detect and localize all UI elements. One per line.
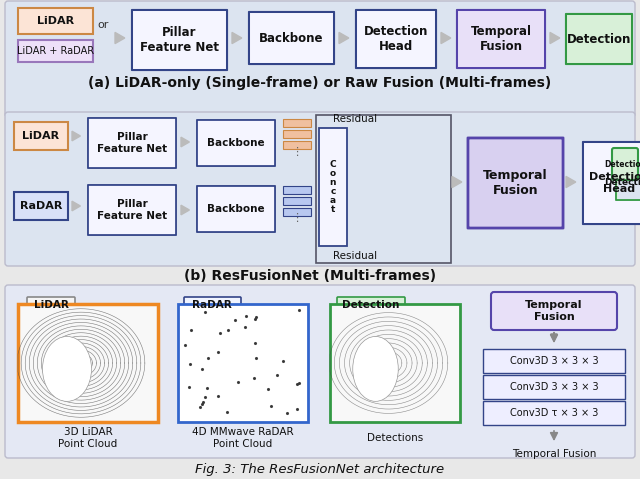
FancyBboxPatch shape xyxy=(178,304,308,422)
FancyBboxPatch shape xyxy=(283,130,311,138)
Text: ⋮: ⋮ xyxy=(291,147,303,157)
Text: Detection: Detection xyxy=(567,33,631,46)
Text: Temporal
Fusion: Temporal Fusion xyxy=(470,25,531,53)
FancyBboxPatch shape xyxy=(356,10,436,68)
Text: RaDAR: RaDAR xyxy=(20,201,62,211)
FancyBboxPatch shape xyxy=(5,285,635,458)
Text: Pillar
Feature Net: Pillar Feature Net xyxy=(97,199,167,221)
FancyBboxPatch shape xyxy=(14,192,68,220)
FancyBboxPatch shape xyxy=(132,10,227,70)
FancyBboxPatch shape xyxy=(283,119,311,127)
Text: ⋮: ⋮ xyxy=(291,213,303,223)
Text: Temporal
Fusion: Temporal Fusion xyxy=(525,300,583,322)
FancyBboxPatch shape xyxy=(88,118,176,168)
Text: Residual: Residual xyxy=(333,251,377,261)
FancyBboxPatch shape xyxy=(483,375,625,399)
FancyBboxPatch shape xyxy=(483,401,625,425)
Polygon shape xyxy=(115,33,125,44)
Text: Fig. 3: The ResFusionNet architecture: Fig. 3: The ResFusionNet architecture xyxy=(195,464,445,477)
FancyBboxPatch shape xyxy=(27,297,75,313)
FancyBboxPatch shape xyxy=(319,128,347,246)
Text: Detection: Detection xyxy=(342,300,400,310)
Polygon shape xyxy=(181,205,189,215)
Polygon shape xyxy=(181,137,189,147)
Text: 4D MMwave RaDAR
Point Cloud: 4D MMwave RaDAR Point Cloud xyxy=(192,427,294,449)
Text: LiDAR: LiDAR xyxy=(37,16,74,26)
FancyBboxPatch shape xyxy=(283,186,311,194)
FancyBboxPatch shape xyxy=(457,10,545,68)
Text: Conv3D τ × 3 × 3: Conv3D τ × 3 × 3 xyxy=(510,408,598,418)
Text: LiDAR: LiDAR xyxy=(33,300,68,310)
Text: 3D LiDAR
Point Cloud: 3D LiDAR Point Cloud xyxy=(58,427,118,449)
FancyBboxPatch shape xyxy=(14,122,68,150)
FancyBboxPatch shape xyxy=(616,164,640,200)
Polygon shape xyxy=(339,33,349,44)
FancyBboxPatch shape xyxy=(184,297,241,313)
FancyBboxPatch shape xyxy=(18,8,93,34)
Polygon shape xyxy=(72,131,81,141)
FancyBboxPatch shape xyxy=(618,165,640,199)
FancyBboxPatch shape xyxy=(330,304,460,422)
FancyBboxPatch shape xyxy=(283,141,311,149)
FancyBboxPatch shape xyxy=(566,14,632,64)
Text: Temporal
Fusion: Temporal Fusion xyxy=(483,169,548,197)
Text: C
o
n
c
a
t: C o n c a t xyxy=(330,160,336,214)
FancyBboxPatch shape xyxy=(483,349,625,373)
Text: Detection: Detection xyxy=(604,178,640,186)
Ellipse shape xyxy=(42,336,92,401)
Text: Detection
Head: Detection Head xyxy=(589,172,640,194)
Text: LiDAR: LiDAR xyxy=(22,131,60,141)
FancyBboxPatch shape xyxy=(18,40,93,62)
Text: (b) ResFusionNet (Multi-frames): (b) ResFusionNet (Multi-frames) xyxy=(184,269,436,283)
Text: Detection
Head: Detection Head xyxy=(364,25,428,53)
Ellipse shape xyxy=(353,336,398,401)
FancyBboxPatch shape xyxy=(18,304,158,422)
Text: LiDAR + RaDAR: LiDAR + RaDAR xyxy=(17,46,94,56)
Polygon shape xyxy=(566,176,576,188)
Text: Conv3D 3 × 3 × 3: Conv3D 3 × 3 × 3 xyxy=(509,382,598,392)
Polygon shape xyxy=(72,201,81,211)
Text: Temporal Fusion: Temporal Fusion xyxy=(512,449,596,459)
Polygon shape xyxy=(232,33,242,44)
Text: Backbone: Backbone xyxy=(207,138,265,148)
Text: Detections: Detections xyxy=(367,433,423,443)
FancyBboxPatch shape xyxy=(88,185,176,235)
FancyBboxPatch shape xyxy=(197,120,275,166)
FancyBboxPatch shape xyxy=(612,148,638,180)
Polygon shape xyxy=(441,33,451,44)
FancyBboxPatch shape xyxy=(283,197,311,205)
Text: Residual: Residual xyxy=(333,114,377,124)
Text: (a) LiDAR-only (Single-frame) or Raw Fusion (Multi-frames): (a) LiDAR-only (Single-frame) or Raw Fus… xyxy=(88,76,552,90)
Text: Pillar
Feature Net: Pillar Feature Net xyxy=(140,26,219,54)
Text: Detection: Detection xyxy=(604,160,640,169)
FancyBboxPatch shape xyxy=(337,297,405,313)
FancyBboxPatch shape xyxy=(583,142,640,224)
FancyBboxPatch shape xyxy=(5,112,635,266)
FancyBboxPatch shape xyxy=(5,1,635,117)
Text: RaDAR: RaDAR xyxy=(192,300,232,310)
Text: Backbone: Backbone xyxy=(259,32,324,45)
FancyBboxPatch shape xyxy=(283,208,311,216)
Text: Backbone: Backbone xyxy=(207,204,265,214)
FancyBboxPatch shape xyxy=(249,12,334,64)
Polygon shape xyxy=(452,176,462,188)
FancyBboxPatch shape xyxy=(468,138,563,228)
Text: Pillar
Feature Net: Pillar Feature Net xyxy=(97,132,167,154)
Text: or: or xyxy=(97,20,109,30)
Text: Conv3D 3 × 3 × 3: Conv3D 3 × 3 × 3 xyxy=(509,356,598,366)
FancyBboxPatch shape xyxy=(491,292,617,330)
Polygon shape xyxy=(550,33,560,44)
FancyBboxPatch shape xyxy=(197,186,275,232)
